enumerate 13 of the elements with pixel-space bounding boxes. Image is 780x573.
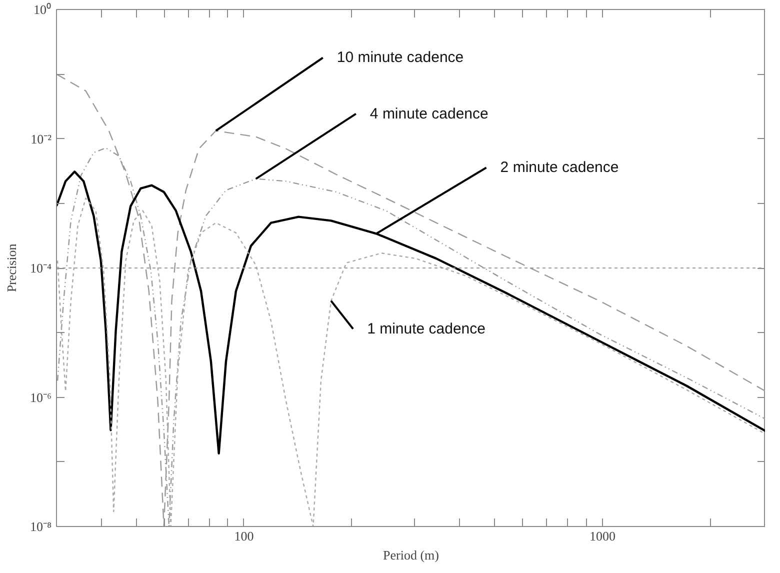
x-tick-label: 1000 (589, 528, 616, 544)
y-tick-label: 10⁻⁸ (30, 519, 52, 534)
x-axis-title: Period (m) (383, 548, 439, 562)
x-tick-label: 100 (234, 528, 254, 544)
text: 1 minute cadence (367, 320, 486, 338)
y-tick-label: 10⁻⁴ (30, 260, 52, 276)
y-tick-label: 10⁻² (30, 131, 52, 146)
y-axis-title: Precision (4, 243, 19, 292)
y-tick-label: 10⁻⁶ (30, 390, 52, 405)
y-tick-label: 10⁰ (34, 2, 52, 17)
text: 4 minute cadence (370, 105, 488, 122)
text: 10 minute cadence (336, 49, 464, 66)
text: 2 minute cadence (500, 159, 619, 176)
